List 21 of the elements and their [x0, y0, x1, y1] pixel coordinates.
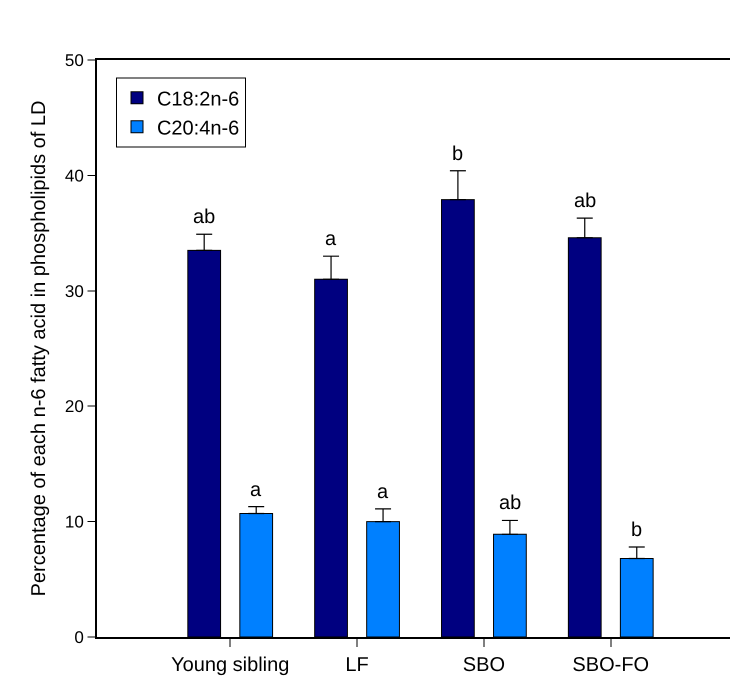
y-tick-label: 10 — [64, 512, 84, 532]
x-tick-label: Young sibling — [171, 654, 290, 676]
annotation: b — [631, 519, 642, 541]
y-tick-label: 30 — [64, 282, 84, 301]
annotation: ab — [499, 492, 522, 514]
annotation: a — [250, 479, 262, 501]
y-axis-title: Percentage of each n-6 fatty acid in phospholipids of LD — [28, 100, 50, 596]
y-tick-label: 40 — [64, 166, 84, 186]
annotation: ab — [193, 206, 216, 228]
annotation: a — [325, 228, 337, 250]
annotation: ab — [574, 190, 596, 212]
annotation: a — [377, 481, 389, 503]
legend-label: C20:4n-6 — [156, 118, 240, 140]
x-tick-label: SBO-FO — [572, 654, 650, 676]
legend-label: C18:2n-6 — [156, 88, 240, 111]
y-tick-label: 20 — [64, 397, 84, 416]
x-tick-label: LF — [345, 654, 369, 676]
x-tick-label: SBO — [462, 654, 506, 676]
annotation: b — [452, 143, 464, 165]
y-tick-label: 50 — [64, 50, 84, 70]
y-tick-label: 0 — [74, 628, 84, 647]
